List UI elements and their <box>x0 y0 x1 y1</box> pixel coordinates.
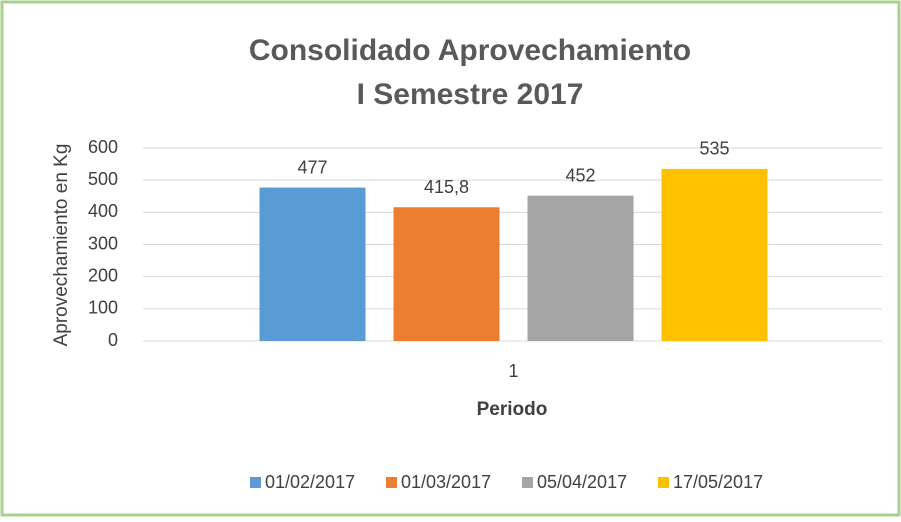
legend-label: 05/04/2017 <box>537 472 627 492</box>
data-label: 535 <box>699 139 729 159</box>
y-tick-label: 400 <box>88 201 118 221</box>
legend-label: 01/03/2017 <box>401 472 491 492</box>
y-tick-label: 500 <box>88 169 118 189</box>
y-tick-label: 300 <box>88 233 118 253</box>
bar <box>661 168 768 341</box>
chart-title: I Semestre 2017 <box>357 78 584 111</box>
legend-label: 17/05/2017 <box>673 472 763 492</box>
bar <box>259 187 366 341</box>
legend-swatch <box>658 477 669 488</box>
y-axis-title: Aprovechamiento en Kg <box>51 144 72 347</box>
y-tick-label: 0 <box>108 330 118 350</box>
legend-swatch <box>250 477 261 488</box>
bar <box>527 195 634 341</box>
legend-swatch <box>522 477 533 488</box>
y-tick-label: 100 <box>88 298 118 318</box>
y-tick-label: 200 <box>88 265 118 285</box>
data-label: 452 <box>565 165 595 185</box>
data-label: 477 <box>297 157 327 177</box>
y-tick-label: 600 <box>88 137 118 157</box>
bar <box>393 207 500 341</box>
data-label: 415,8 <box>424 177 469 197</box>
legend-swatch <box>386 477 397 488</box>
x-axis-title: Periodo <box>477 399 548 420</box>
x-tick-label: 1 <box>508 361 518 381</box>
chart-title: Consolidado Aprovechamiento <box>249 34 691 67</box>
legend-label: 01/02/2017 <box>265 472 355 492</box>
